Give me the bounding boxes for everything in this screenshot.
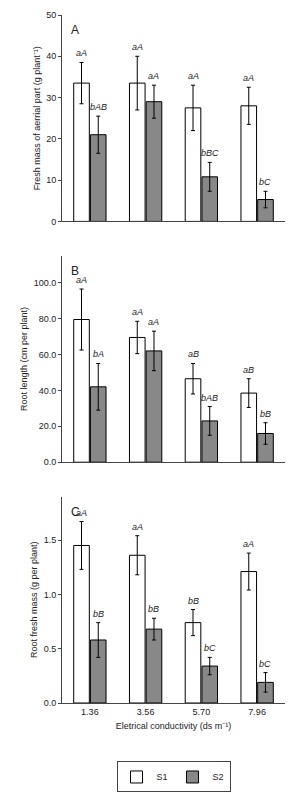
svg-text:Fresh mass of aerrial part (g: Fresh mass of aerrial part (g plant⁻¹) (32, 46, 42, 190)
svg-text:S1: S1 (157, 772, 168, 782)
svg-text:aA: aA (132, 42, 143, 52)
svg-text:7.96: 7.96 (248, 707, 266, 717)
svg-text:aA: aA (148, 317, 159, 327)
svg-text:aA: aA (76, 508, 87, 518)
svg-text:bB: bB (260, 409, 271, 419)
svg-text:10: 10 (46, 175, 56, 185)
svg-text:C: C (71, 505, 80, 519)
svg-text:bC: bC (204, 643, 216, 653)
svg-text:Eletrical conductivity (ds m⁻¹: Eletrical conductivity (ds m⁻¹) (116, 721, 232, 731)
svg-text:5.70: 5.70 (193, 707, 211, 717)
svg-text:40: 40 (46, 51, 56, 61)
svg-text:20.0: 20.0 (39, 421, 57, 431)
svg-text:3.56: 3.56 (137, 707, 155, 717)
svg-text:1.5: 1.5 (44, 535, 57, 545)
svg-text:aB: aB (243, 365, 254, 375)
svg-text:S2: S2 (213, 772, 224, 782)
svg-text:bC: bC (259, 177, 271, 187)
svg-text:30: 30 (46, 93, 56, 103)
svg-text:20: 20 (46, 134, 56, 144)
svg-text:A: A (71, 23, 79, 37)
svg-text:80.0: 80.0 (39, 314, 57, 324)
svg-text:aA: aA (243, 73, 254, 83)
svg-text:bAB: bAB (201, 393, 218, 403)
svg-text:bB: bB (188, 596, 199, 606)
svg-text:aA: aA (132, 307, 143, 317)
svg-text:1.0: 1.0 (44, 590, 57, 600)
svg-text:aA: aA (243, 539, 254, 549)
svg-text:bA: bA (93, 349, 104, 359)
svg-text:Root fresh mass (g per plant): Root fresh mass (g per plant) (29, 542, 39, 659)
svg-text:bC: bC (259, 659, 271, 669)
svg-text:Root length (cm per plant): Root length (cm per plant) (19, 307, 29, 411)
svg-text:bB: bB (148, 604, 159, 614)
svg-text:B: B (71, 264, 79, 278)
svg-text:40.0: 40.0 (39, 386, 57, 396)
svg-text:bB: bB (93, 609, 104, 619)
svg-text:1.36: 1.36 (81, 707, 99, 717)
svg-text:bAB: bAB (90, 102, 107, 112)
svg-text:50: 50 (46, 10, 56, 20)
svg-text:aA: aA (188, 71, 199, 81)
svg-text:0.0: 0.0 (44, 457, 57, 467)
svg-text:aA: aA (148, 71, 159, 81)
svg-text:bBC: bBC (201, 148, 219, 158)
svg-text:0.5: 0.5 (44, 644, 57, 654)
svg-text:0: 0 (51, 217, 56, 227)
svg-text:aA: aA (76, 275, 87, 285)
svg-text:aA: aA (132, 522, 143, 532)
svg-text:60.0: 60.0 (39, 350, 57, 360)
svg-text:100.0: 100.0 (34, 278, 57, 288)
svg-text:aA: aA (76, 48, 87, 58)
svg-text:0.0: 0.0 (44, 698, 57, 708)
svg-text:aB: aB (188, 349, 199, 359)
